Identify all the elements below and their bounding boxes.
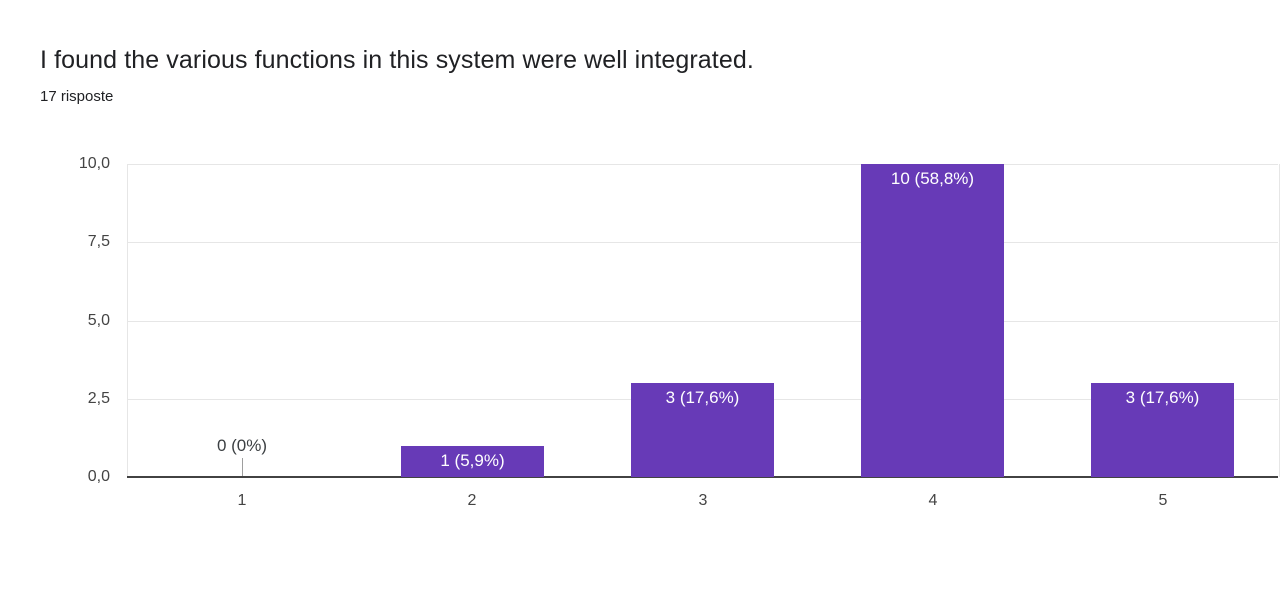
x-axis-tick-label: 2: [467, 492, 477, 509]
x-axis-tick-label: 3: [698, 492, 708, 509]
bar: [1091, 383, 1234, 477]
bar: [861, 164, 1004, 477]
gridline: [127, 321, 1278, 322]
responses-count: 17 risposte: [40, 88, 114, 105]
bar-value-label: 1 (5,9%): [440, 451, 505, 470]
bar-value-label: 3 (17,6%): [1125, 388, 1200, 407]
bar: [401, 446, 544, 477]
x-axis-tick-label: 1: [237, 492, 247, 509]
question-title: I found the various functions in this sy…: [40, 46, 754, 74]
bar: [631, 383, 774, 477]
bar-value-label: 10 (58,8%): [890, 169, 975, 188]
zero-value-stem: [242, 458, 243, 476]
y-axis-tick-label: 0,0: [87, 468, 110, 485]
x-axis-tick-label: 4: [928, 492, 938, 509]
zero-value-label: 0 (0%): [216, 436, 268, 455]
x-axis-line: [127, 476, 1278, 478]
x-axis-tick-label: 5: [1158, 492, 1168, 509]
y-axis-tick-label: 7,5: [87, 233, 110, 250]
y-axis-tick-label: 2,5: [87, 390, 110, 407]
y-axis-tick-label: 5,0: [87, 312, 110, 329]
gridline: [127, 242, 1278, 243]
y-axis-tick-label: 10,0: [78, 155, 110, 172]
gridline: [127, 164, 1278, 165]
bar-value-label: 3 (17,6%): [665, 388, 740, 407]
